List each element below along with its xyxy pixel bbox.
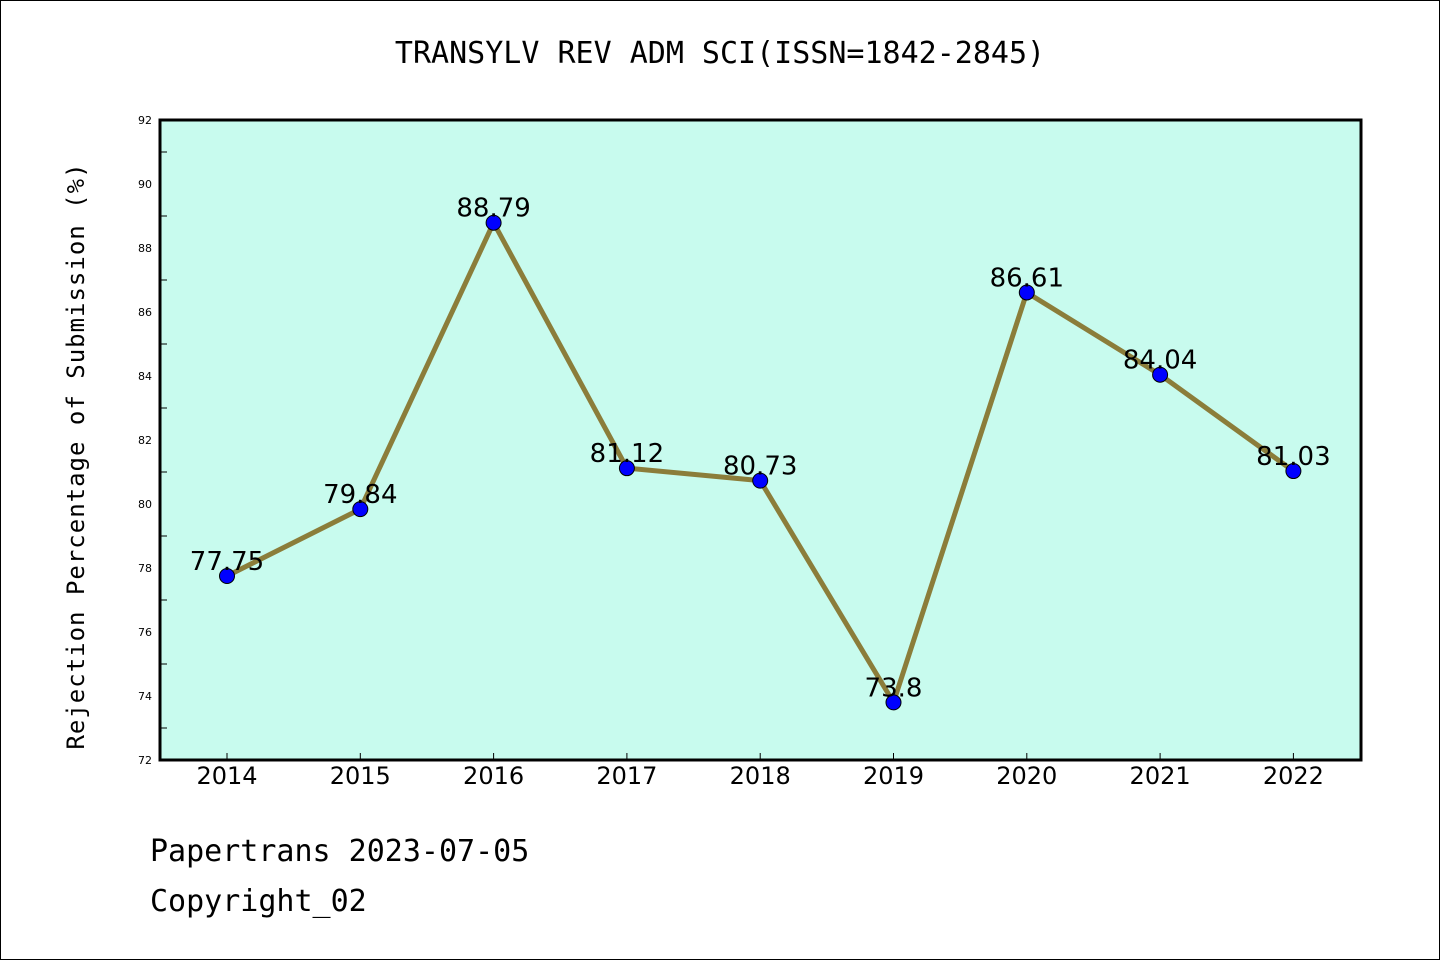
y-tick-label: 84 [138, 370, 152, 383]
data-label-2022: 81.03 [1256, 442, 1330, 472]
data-point-2021 [1152, 366, 1169, 383]
data-point-2017 [618, 460, 635, 477]
data-label-2016: 88.79 [456, 194, 530, 224]
plot-area [158, 118, 1363, 762]
data-point-2019 [885, 694, 902, 711]
data-label-2018: 80.73 [723, 452, 797, 482]
data-point-2016 [485, 214, 502, 231]
y-tick-label: 92 [138, 114, 152, 127]
y-axis: 72 74 76 78 80 82 84 86 88 90 92 [138, 114, 167, 767]
x-tick-label: 2020 [996, 762, 1057, 790]
data-point-2022 [1285, 463, 1302, 480]
chart-title: TRANSYLV REV ADM SCI(ISSN=1842-2845) [394, 36, 1046, 71]
x-tick-label: 2017 [596, 762, 657, 790]
x-tick-label: 2021 [1130, 762, 1191, 790]
y-tick-label: 82 [138, 434, 152, 447]
data-point-2018 [752, 472, 769, 489]
y-tick-label: 86 [138, 306, 152, 319]
x-tick-label: 2015 [330, 762, 391, 790]
data-label-2017: 81.12 [590, 439, 664, 469]
y-tick-label: 74 [138, 690, 152, 703]
y-tick-label: 80 [138, 498, 152, 511]
x-axis: 2014 2015 2016 2017 2018 2019 2020 2021 2022 [196, 753, 1324, 790]
footer-copyright: Copyright_02 [150, 884, 367, 919]
data-markers [219, 214, 1302, 711]
data-labels: 77.75 79.84 88.79 81.12 80.73 73.8 86.61 84.04 8… [190, 194, 1331, 704]
data-label-2015: 79.84 [323, 480, 397, 510]
y-tick-label: 72 [138, 754, 152, 767]
y-tick-label: 88 [138, 242, 152, 255]
data-point-2015 [352, 501, 369, 518]
x-tick-label: 2019 [863, 762, 924, 790]
x-tick-label: 2018 [730, 762, 791, 790]
y-tick-label: 76 [138, 626, 152, 639]
data-label-2020: 86.61 [990, 263, 1064, 293]
x-tick-label: 2014 [196, 762, 257, 790]
y-tick-label: 90 [138, 178, 152, 191]
data-label-2019: 73.8 [865, 673, 923, 703]
data-point-2014 [219, 568, 235, 584]
y-tick-label: 78 [138, 562, 152, 575]
data-label-2014: 77.75 [190, 547, 264, 577]
footer-date: Papertrans 2023-07-05 [150, 834, 530, 869]
data-point-2020 [1018, 284, 1035, 301]
data-label-2021: 84.04 [1123, 346, 1197, 376]
x-tick-label: 2022 [1263, 762, 1324, 790]
x-tick-label: 2016 [463, 762, 524, 790]
